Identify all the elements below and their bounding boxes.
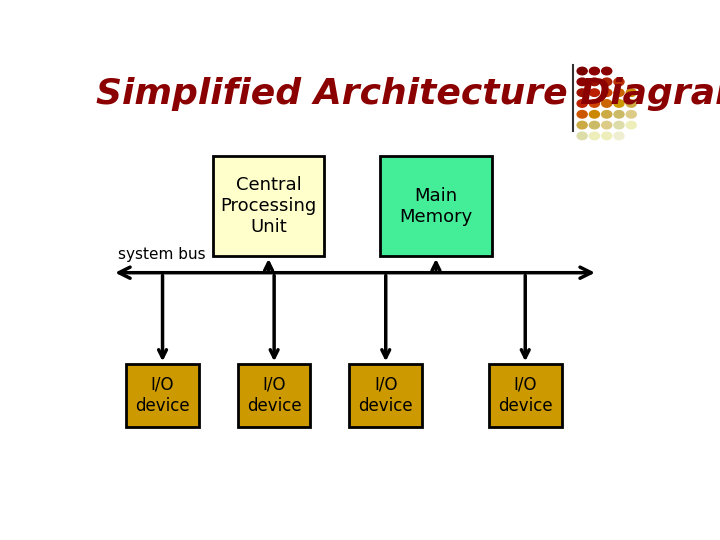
- Circle shape: [614, 78, 624, 86]
- FancyBboxPatch shape: [380, 156, 492, 256]
- Circle shape: [614, 122, 624, 129]
- Circle shape: [602, 132, 612, 140]
- Circle shape: [577, 78, 588, 86]
- Circle shape: [590, 78, 600, 86]
- FancyBboxPatch shape: [489, 364, 562, 427]
- Circle shape: [577, 68, 588, 75]
- Circle shape: [590, 132, 600, 140]
- Circle shape: [614, 89, 624, 97]
- Circle shape: [614, 100, 624, 107]
- FancyBboxPatch shape: [238, 364, 310, 427]
- Text: I/O
device: I/O device: [247, 376, 302, 415]
- Circle shape: [602, 89, 612, 97]
- Circle shape: [590, 122, 600, 129]
- Circle shape: [602, 68, 612, 75]
- Circle shape: [626, 122, 636, 129]
- Circle shape: [590, 111, 600, 118]
- Circle shape: [577, 132, 588, 140]
- Circle shape: [577, 100, 588, 107]
- Text: I/O
device: I/O device: [359, 376, 413, 415]
- Circle shape: [590, 89, 600, 97]
- Circle shape: [577, 89, 588, 97]
- Circle shape: [590, 100, 600, 107]
- Text: I/O
device: I/O device: [498, 376, 552, 415]
- Text: I/O
device: I/O device: [135, 376, 190, 415]
- Text: system bus: system bus: [118, 247, 205, 262]
- Circle shape: [602, 111, 612, 118]
- Circle shape: [602, 100, 612, 107]
- Circle shape: [626, 100, 636, 107]
- Circle shape: [602, 122, 612, 129]
- Text: Main
Memory: Main Memory: [400, 187, 472, 226]
- FancyBboxPatch shape: [213, 156, 324, 256]
- Circle shape: [577, 111, 588, 118]
- FancyBboxPatch shape: [126, 364, 199, 427]
- Circle shape: [614, 132, 624, 140]
- Text: Simplified Architecture Diagram: Simplified Architecture Diagram: [96, 77, 720, 111]
- Text: Central
Processing
Unit: Central Processing Unit: [220, 177, 317, 236]
- Circle shape: [626, 111, 636, 118]
- Circle shape: [614, 111, 624, 118]
- Circle shape: [577, 122, 588, 129]
- Circle shape: [626, 89, 636, 97]
- Circle shape: [590, 68, 600, 75]
- Circle shape: [602, 78, 612, 86]
- FancyBboxPatch shape: [349, 364, 422, 427]
